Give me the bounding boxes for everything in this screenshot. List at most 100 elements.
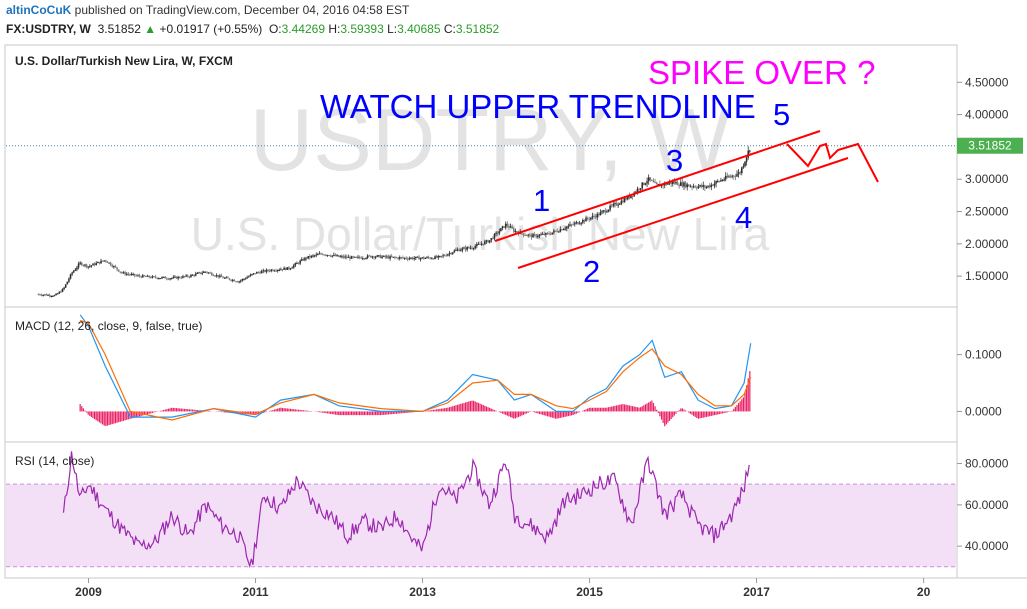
price-panel[interactable]	[4, 44, 958, 308]
candle-body	[681, 182, 684, 187]
wave-label-4[interactable]: 4	[735, 200, 753, 235]
candle-body	[549, 234, 552, 236]
candle-body	[300, 259, 303, 261]
candle-body	[117, 269, 120, 272]
candle-body	[116, 267, 118, 270]
candle-body	[606, 211, 608, 213]
candle-body	[211, 272, 213, 276]
candle-body	[554, 230, 557, 232]
candle-body	[363, 258, 366, 260]
rsi-tick-label: 60.0000	[965, 498, 1009, 512]
candle-body	[545, 232, 547, 235]
candle-body	[590, 217, 592, 220]
candle-body	[731, 175, 733, 177]
candle-body	[450, 253, 452, 255]
candle-body	[186, 275, 189, 277]
candle-body	[434, 256, 436, 260]
candle-body	[516, 231, 518, 233]
candle-body	[387, 256, 390, 259]
candle-body	[37, 294, 40, 296]
candle-body	[318, 253, 321, 255]
macd-tick-label: 0.0000	[965, 404, 1002, 418]
candle-body	[286, 267, 289, 270]
candle-body	[166, 278, 168, 280]
time-tick-label: 2017	[743, 585, 770, 599]
candle-body	[273, 270, 276, 272]
candle-body	[691, 186, 693, 188]
macd-panel[interactable]	[4, 306, 958, 443]
wave-label-2[interactable]: 2	[583, 254, 601, 289]
candle-body	[715, 181, 717, 184]
candle-body	[355, 256, 358, 258]
candle-body	[222, 277, 224, 279]
candle-body	[55, 293, 57, 296]
candle-body	[191, 274, 194, 276]
candle-body	[264, 270, 266, 272]
candle-body	[150, 277, 152, 279]
candle-body	[278, 269, 281, 271]
candle-body	[203, 271, 205, 273]
candle-body	[209, 272, 212, 274]
projection-zigzag[interactable]	[786, 142, 879, 183]
candle-body	[362, 258, 364, 260]
trendline-annotation[interactable]: WATCH UPPER TRENDLINE	[320, 88, 756, 125]
candle-body	[98, 261, 101, 264]
candle-body	[684, 182, 687, 188]
upper-trendline[interactable]	[494, 130, 821, 242]
candle-body	[535, 234, 538, 237]
spike-annotation[interactable]: SPIKE OVER ?	[648, 54, 876, 91]
candle-body	[244, 278, 247, 280]
candle-body	[72, 270, 75, 273]
candle-body	[671, 181, 674, 184]
candle-body	[458, 249, 460, 252]
wave-label-5[interactable]: 5	[773, 97, 791, 132]
rsi-axis: 80.0000 60.0000 40.0000	[957, 457, 1009, 553]
candle-body	[704, 185, 706, 188]
candle-body	[426, 257, 428, 259]
up-arrow-icon: ▲	[144, 22, 157, 36]
candle-body	[594, 216, 597, 218]
candle-body	[167, 278, 170, 280]
candle-body	[162, 276, 165, 278]
publish-line: altinCoCuK published on TradingView.com,…	[6, 3, 409, 17]
wave-label-1[interactable]: 1	[533, 183, 551, 218]
candle-body	[164, 276, 167, 279]
candle-body	[670, 182, 672, 184]
candle-body	[673, 181, 676, 184]
candle-body	[573, 222, 576, 225]
candle-body	[79, 262, 81, 264]
chart-canvas[interactable]: USDTRY, W U.S. Dollar/Turkish New Lira 4…	[0, 40, 1027, 609]
candle-body	[80, 262, 83, 266]
candle-body	[734, 176, 737, 178]
candle-body	[119, 271, 122, 273]
candle-body	[553, 230, 555, 233]
candle-body	[344, 256, 346, 258]
candle-body	[440, 255, 443, 257]
candle-body	[313, 255, 316, 257]
lower-trendline[interactable]	[517, 157, 849, 269]
candle-body	[710, 184, 713, 188]
candle-body	[108, 262, 110, 264]
candle-body	[284, 267, 287, 270]
candle-body	[626, 195, 629, 200]
candle-body	[252, 273, 255, 275]
candle-body	[472, 248, 475, 250]
candle-body	[403, 257, 406, 259]
candle-body	[495, 232, 497, 234]
rsi-line	[62, 451, 750, 569]
candle-body	[651, 180, 653, 182]
last-price: 3.51852	[97, 22, 141, 36]
candle-body	[382, 255, 385, 257]
candle-body	[199, 272, 202, 274]
candle-body	[623, 198, 626, 203]
candle-body	[231, 279, 234, 281]
author-link[interactable]: altinCoCuK	[6, 3, 72, 17]
candle-body	[185, 275, 187, 277]
candle-body	[225, 277, 228, 279]
candle-body	[679, 182, 682, 186]
wave-label-3[interactable]: 3	[666, 143, 684, 178]
candle-body	[60, 291, 62, 293]
candle-body	[749, 150, 751, 152]
candle-body	[657, 184, 660, 186]
candle-body	[138, 275, 141, 277]
